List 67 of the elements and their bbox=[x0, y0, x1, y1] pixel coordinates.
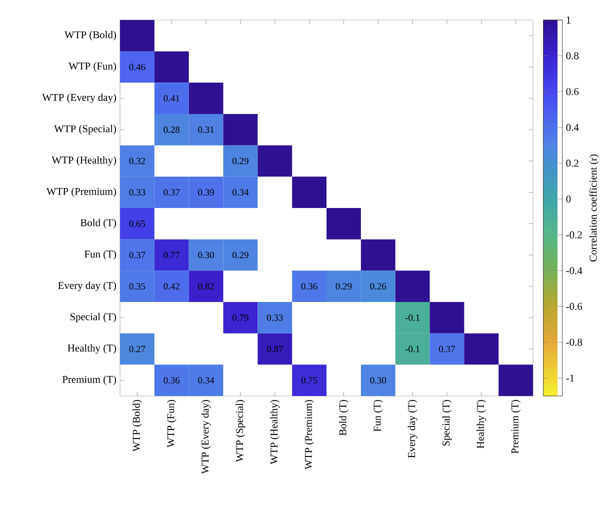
y-tick-label: Healthy (T) bbox=[68, 344, 116, 354]
color-bar-label: -0.4 bbox=[566, 267, 582, 274]
data-label: 0.29 bbox=[232, 252, 248, 258]
y-tick-label: Bold (T) bbox=[80, 218, 116, 228]
color-bar-label: -1 bbox=[566, 374, 574, 382]
data-label: 0.34 bbox=[232, 189, 249, 196]
x-tick-label: WTP (Healthy) bbox=[270, 400, 280, 464]
data-label: 0.35 bbox=[129, 283, 146, 290]
y-tick-label: Premium (T) bbox=[62, 376, 116, 386]
data-label: 0.28 bbox=[164, 126, 180, 133]
y-tick-label: WTP (Healthy) bbox=[52, 156, 116, 166]
color-bar-label: 1 bbox=[566, 16, 570, 24]
data-label: 0.41 bbox=[164, 95, 180, 102]
color-bar-label: -0.8 bbox=[566, 338, 582, 346]
data-label: 0.42 bbox=[164, 283, 180, 290]
data-label: 0.39 bbox=[198, 189, 214, 196]
color-bar-title: Correlation coefficient (r) bbox=[589, 154, 599, 262]
data-label: 0.36 bbox=[164, 377, 180, 384]
data-label: 0.37 bbox=[129, 252, 146, 258]
color-bar-label: 0.2 bbox=[566, 160, 578, 167]
data-label: 0.37 bbox=[439, 346, 455, 352]
data-label: 0.33 bbox=[129, 189, 146, 196]
data-label: 0.82 bbox=[198, 283, 214, 290]
x-tick-label: Fun (T) bbox=[373, 400, 383, 432]
data-label: 0.75 bbox=[301, 377, 318, 384]
y-tick-label: Every day (T) bbox=[58, 282, 116, 292]
data-label: 0.30 bbox=[370, 377, 386, 384]
data-label: 0.34 bbox=[198, 377, 214, 384]
x-tick-label: WTP (Every day) bbox=[201, 400, 211, 474]
data-label: 0.31 bbox=[198, 126, 214, 133]
data-label: -0.1 bbox=[405, 346, 420, 352]
x-tick-label: WTP (Fun) bbox=[166, 400, 176, 448]
x-tick-label: Every day (T) bbox=[408, 400, 418, 458]
data-label: 0.77 bbox=[164, 252, 180, 258]
y-tick-label: WTP (Every day) bbox=[42, 94, 116, 104]
x-tick-label: Bold (T) bbox=[338, 400, 348, 436]
data-label: 0.27 bbox=[129, 346, 146, 352]
x-tick-label: WTP (Premium) bbox=[304, 400, 314, 470]
data-label: 0.29 bbox=[336, 283, 352, 290]
data-label: 0.36 bbox=[301, 283, 318, 290]
data-label: 0.29 bbox=[232, 158, 248, 164]
data-label: 0.30 bbox=[198, 252, 214, 258]
data-label: 0.46 bbox=[129, 64, 146, 70]
data-label: 0.65 bbox=[129, 220, 146, 227]
x-tick-label: WTP (Special) bbox=[236, 400, 246, 462]
data-label: 0.33 bbox=[266, 314, 283, 321]
data-label: -0.1 bbox=[405, 314, 420, 321]
data-label: 0.37 bbox=[164, 189, 180, 196]
x-tick-label: Special (T) bbox=[442, 400, 452, 446]
data-label: 0.87 bbox=[266, 346, 283, 352]
y-tick-label: WTP (Special) bbox=[54, 124, 116, 134]
color-bar-label: 0.4 bbox=[566, 124, 579, 131]
color-bar-label: 0.6 bbox=[566, 88, 579, 96]
x-tick-label: Premium (T) bbox=[511, 400, 521, 454]
color-bar-label: -0.2 bbox=[566, 231, 582, 238]
y-tick-label: Fun (T) bbox=[84, 250, 116, 260]
y-tick-label: WTP (Bold) bbox=[64, 30, 116, 40]
y-tick-label: Special (T) bbox=[70, 312, 116, 322]
color-bar-label: -0.6 bbox=[566, 302, 582, 310]
data-label: 0.79 bbox=[232, 314, 248, 321]
data-label: 0.32 bbox=[129, 158, 145, 164]
color-bar-label: 0 bbox=[566, 196, 571, 203]
x-tick-label: Healthy (T) bbox=[476, 400, 486, 448]
data-label: 0.26 bbox=[370, 283, 386, 290]
y-tick-label: WTP (Premium) bbox=[46, 188, 116, 198]
y-tick-label: WTP (Fun) bbox=[68, 62, 116, 72]
color-bar-label: 0.8 bbox=[566, 52, 579, 60]
